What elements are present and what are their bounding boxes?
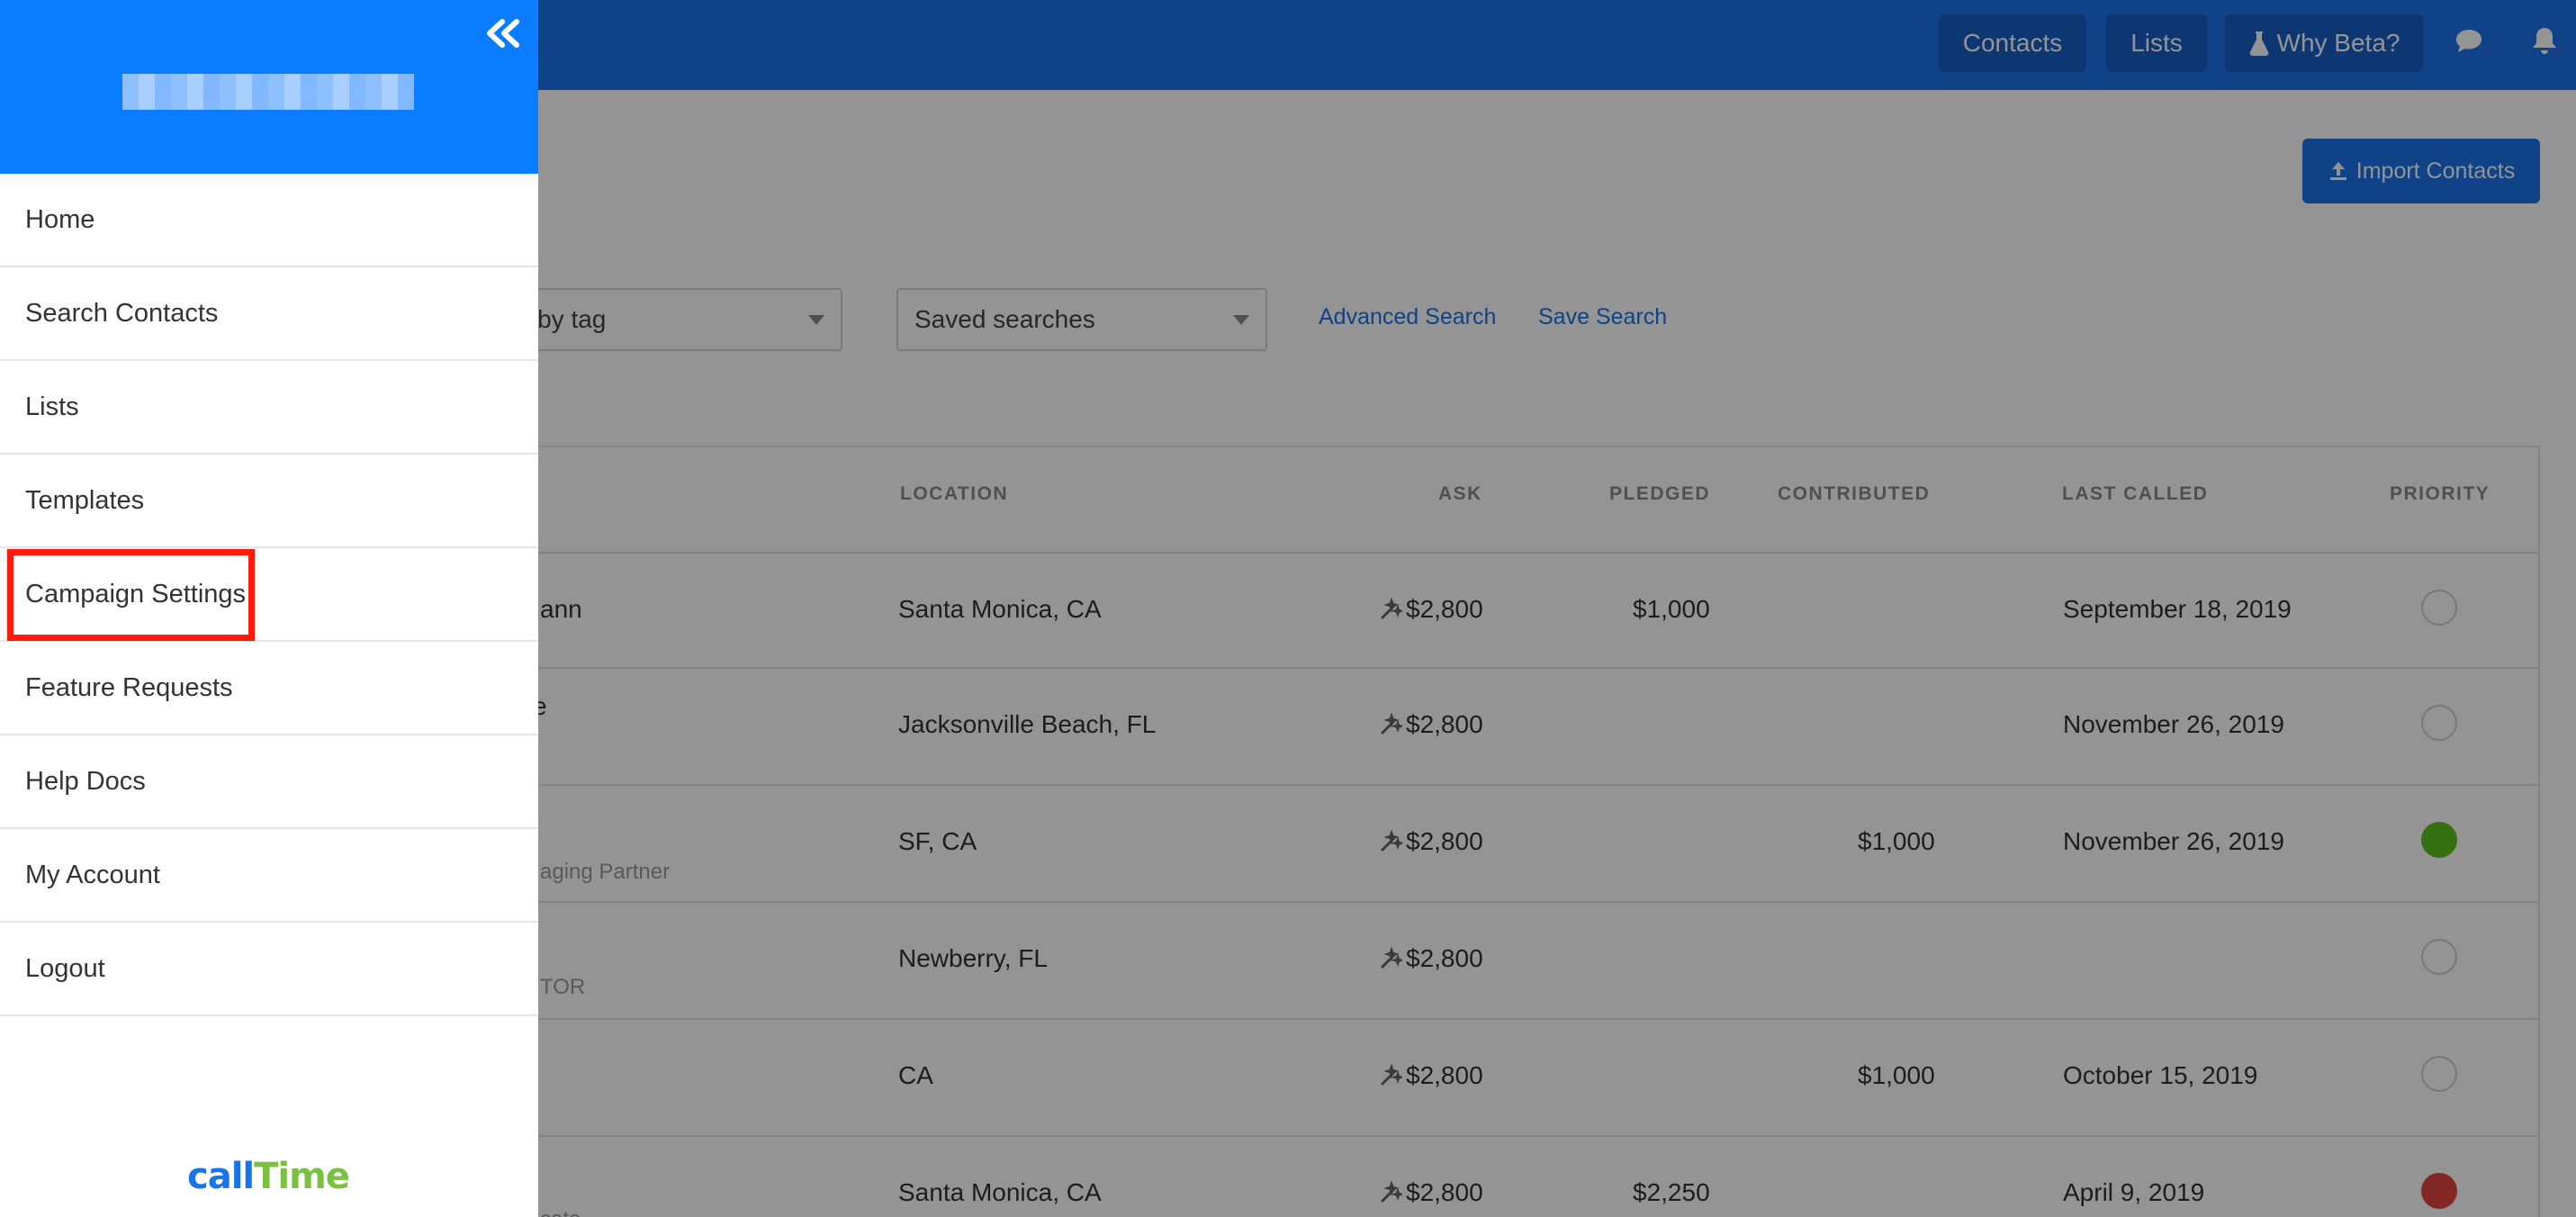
priority-indicator[interactable] bbox=[2421, 822, 2457, 858]
contact-ask[interactable]: $2,800 bbox=[1379, 710, 1483, 739]
column-header-ask[interactable]: ASK bbox=[1438, 483, 1482, 504]
sidebar-item-home[interactable]: Home bbox=[0, 174, 538, 267]
saved-searches-text: Saved searches bbox=[914, 305, 1095, 333]
table-row[interactable]: TOR Newberry, FL $2,800 bbox=[2, 901, 2540, 1018]
calltime-logo: callTime bbox=[187, 1156, 350, 1197]
ask-value: $2,800 bbox=[1406, 710, 1483, 738]
column-header-contributed[interactable]: CONTRIBUTED bbox=[1778, 483, 1931, 504]
highlight-box bbox=[7, 549, 255, 641]
ask-value: $2,800 bbox=[1406, 944, 1483, 972]
table-row[interactable]: aging Partner SF, CA $2,800 $1,000 Novem… bbox=[2, 784, 2540, 901]
contact-pledged: $1,000 bbox=[1633, 595, 1710, 623]
table-row[interactable]: ann Santa Monica, CA $2,800 $1,000 Septe… bbox=[2, 552, 2540, 669]
contact-ask[interactable]: $2,800 bbox=[1379, 944, 1483, 973]
sidebar-drawer: Home Search Contacts Lists Templates Cam… bbox=[0, 0, 538, 1217]
column-header-last-called[interactable]: LAST CALLED bbox=[2062, 483, 2209, 504]
contact-ask[interactable]: $2,800 bbox=[1379, 827, 1483, 856]
magic-wand-icon bbox=[1380, 947, 1402, 969]
column-header-priority[interactable]: PRIORITY bbox=[2390, 483, 2490, 504]
priority-indicator[interactable] bbox=[2421, 1173, 2457, 1209]
sidebar-header bbox=[0, 0, 538, 174]
magic-wand-icon bbox=[1380, 830, 1402, 852]
priority-indicator[interactable] bbox=[2421, 1056, 2457, 1092]
chevron-down-icon bbox=[1233, 315, 1249, 325]
contact-title: TOR bbox=[540, 975, 586, 999]
ask-value: $2,800 bbox=[1406, 595, 1483, 623]
ask-value: $2,800 bbox=[1406, 1061, 1483, 1089]
sidebar-item-campaign-settings[interactable]: Campaign Settings bbox=[0, 548, 538, 642]
save-search-link[interactable]: Save Search bbox=[1538, 304, 1668, 329]
nav-lists-label: Lists bbox=[2130, 29, 2183, 57]
nav-contacts-label: Contacts bbox=[1962, 29, 2063, 57]
column-header-location[interactable]: LOCATION bbox=[900, 483, 1009, 504]
nav-contacts-button[interactable]: Contacts bbox=[1939, 14, 2086, 72]
table-row[interactable]: e Jacksonville Beach, FL $2,800 November… bbox=[2, 667, 2540, 784]
advanced-search-link[interactable]: Advanced Search bbox=[1319, 304, 1497, 329]
sidebar-item-lists[interactable]: Lists bbox=[0, 361, 538, 455]
column-header-pledged[interactable]: PLEDGED bbox=[1609, 483, 1711, 504]
bell-icon[interactable] bbox=[2529, 25, 2560, 56]
contact-last-called: October 15, 2019 bbox=[2063, 1061, 2258, 1089]
contact-name[interactable]: ann bbox=[540, 595, 582, 623]
priority-indicator[interactable] bbox=[2421, 705, 2457, 741]
saved-searches-select[interactable]: Saved searches bbox=[896, 288, 1267, 351]
contact-ask[interactable]: $2,800 bbox=[1379, 595, 1483, 624]
contact-ask[interactable]: $2,800 bbox=[1379, 1178, 1483, 1207]
sidebar-item-search-contacts[interactable]: Search Contacts bbox=[0, 267, 538, 361]
contact-last-called: November 26, 2019 bbox=[2063, 827, 2284, 855]
nav-why-beta-label: Why Beta? bbox=[2276, 29, 2400, 57]
contact-last-called: April 9, 2019 bbox=[2063, 1178, 2205, 1206]
priority-indicator[interactable] bbox=[2421, 939, 2457, 975]
import-contacts-button[interactable]: Import Contacts bbox=[2302, 139, 2540, 203]
magic-wand-icon bbox=[1380, 1181, 1402, 1203]
table-row[interactable]: cate Santa Monica, CA $2,800 $2,250 Apri… bbox=[2, 1135, 2540, 1217]
sidebar-item-feature-requests[interactable]: Feature Requests bbox=[0, 642, 538, 735]
import-contacts-label: Import Contacts bbox=[2355, 158, 2516, 184]
nav-lists-button[interactable]: Lists bbox=[2106, 14, 2207, 72]
logo-part-call: call bbox=[187, 1156, 255, 1197]
contact-title: cate bbox=[540, 1207, 581, 1217]
table-row[interactable]: CA $2,800 $1,000 October 15, 2019 bbox=[2, 1018, 2540, 1135]
priority-indicator[interactable] bbox=[2421, 590, 2457, 626]
contact-location: Santa Monica, CA bbox=[898, 1178, 1102, 1206]
contact-location: Santa Monica, CA bbox=[898, 595, 1102, 623]
contact-last-called: September 18, 2019 bbox=[2063, 595, 2292, 623]
contact-ask[interactable]: $2,800 bbox=[1379, 1061, 1483, 1090]
sidebar-item-my-account[interactable]: My Account bbox=[0, 829, 538, 923]
contact-contributed: $1,000 bbox=[1858, 1061, 1935, 1089]
magic-wand-icon bbox=[1380, 713, 1402, 735]
upload-icon bbox=[2329, 162, 2346, 180]
blurred-account-name bbox=[122, 74, 414, 110]
chat-icon[interactable] bbox=[2454, 25, 2484, 56]
contact-last-called: November 26, 2019 bbox=[2063, 710, 2284, 738]
contact-contributed: $1,000 bbox=[1858, 827, 1935, 855]
ask-value: $2,800 bbox=[1406, 1178, 1483, 1206]
sidebar-item-templates[interactable]: Templates bbox=[0, 455, 538, 548]
magic-wand-icon bbox=[1380, 1064, 1402, 1086]
logo-part-time: Time bbox=[254, 1156, 350, 1197]
sidebar-item-help-docs[interactable]: Help Docs bbox=[0, 735, 538, 829]
sidebar-item-logout[interactable]: Logout bbox=[0, 923, 538, 1016]
flask-icon bbox=[2249, 32, 2268, 56]
magic-wand-icon bbox=[1380, 598, 1402, 620]
contact-location: Newberry, FL bbox=[898, 944, 1048, 972]
contact-location: Jacksonville Beach, FL bbox=[898, 710, 1157, 738]
chevron-down-icon bbox=[808, 315, 824, 325]
contact-pledged: $2,250 bbox=[1633, 1178, 1710, 1206]
contact-location: CA bbox=[898, 1061, 933, 1089]
nav-why-beta-button[interactable]: Why Beta? bbox=[2225, 14, 2423, 72]
contact-location: SF, CA bbox=[898, 827, 977, 855]
contact-title: aging Partner bbox=[540, 860, 671, 884]
double-chevron-left-icon[interactable] bbox=[482, 18, 522, 49]
ask-value: $2,800 bbox=[1406, 827, 1483, 855]
